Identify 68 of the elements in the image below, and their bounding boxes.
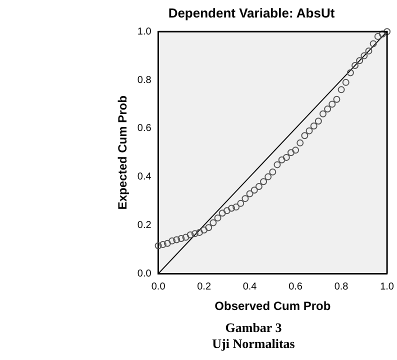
x-tick-label: 1.0 [380,281,394,292]
point [186,231,194,238]
point [346,69,354,76]
y-tick-label: 0.4 [137,172,152,183]
point [352,62,359,69]
x-tick-label: 0.4 [242,281,258,292]
y-axis-title: Expected Cum Prob [116,96,130,210]
point [223,207,230,214]
point [154,242,162,250]
point [182,234,190,241]
point [260,178,268,186]
point [338,86,345,94]
point [296,139,304,146]
point [269,168,276,176]
y-tick-label: 0.2 [137,220,152,231]
point [320,110,326,118]
point [356,57,364,64]
point [196,228,203,236]
point [324,106,332,113]
point [292,146,300,154]
point [365,47,372,54]
point [306,127,313,134]
y-tick-label: 0.6 [137,123,152,134]
x-tick-label: 0.8 [334,281,349,292]
chart-title: Dependent Variable: AbsUt [168,5,336,20]
y-tick-label: 0.0 [137,268,152,280]
point [384,28,391,36]
point [314,118,322,125]
point [246,190,254,198]
x-axis-title: Observed Cum Prob [214,299,331,314]
point [164,240,171,247]
x-tick-label: 0.6 [288,281,303,292]
text: Uji Normalitas [211,336,296,352]
point [237,200,244,207]
point [210,219,217,226]
point [301,132,308,140]
x-tick-label: 0.0 [151,281,166,292]
point [242,195,249,202]
point [342,78,350,86]
point [264,173,272,180]
point [370,40,377,48]
point [173,236,180,244]
point [328,100,336,108]
point [374,32,382,40]
text: Gambar 3 [224,320,283,336]
point [310,122,318,130]
point [250,186,258,194]
point [218,210,226,217]
point [274,161,281,168]
point [287,149,294,156]
point [214,214,222,222]
point [159,241,166,248]
point [255,182,262,190]
point [178,235,185,242]
point [378,30,386,38]
y-tick-label: 1.0 [137,26,152,38]
point [168,237,176,244]
point [200,226,208,234]
point [191,230,198,238]
point [282,154,290,161]
point [228,204,235,212]
point [360,52,368,60]
y-tick-label: 0.8 [137,74,152,86]
point [333,96,340,103]
point [278,156,286,164]
point [232,204,240,211]
point [205,224,212,232]
x-tick-label: 0.2 [197,281,212,292]
